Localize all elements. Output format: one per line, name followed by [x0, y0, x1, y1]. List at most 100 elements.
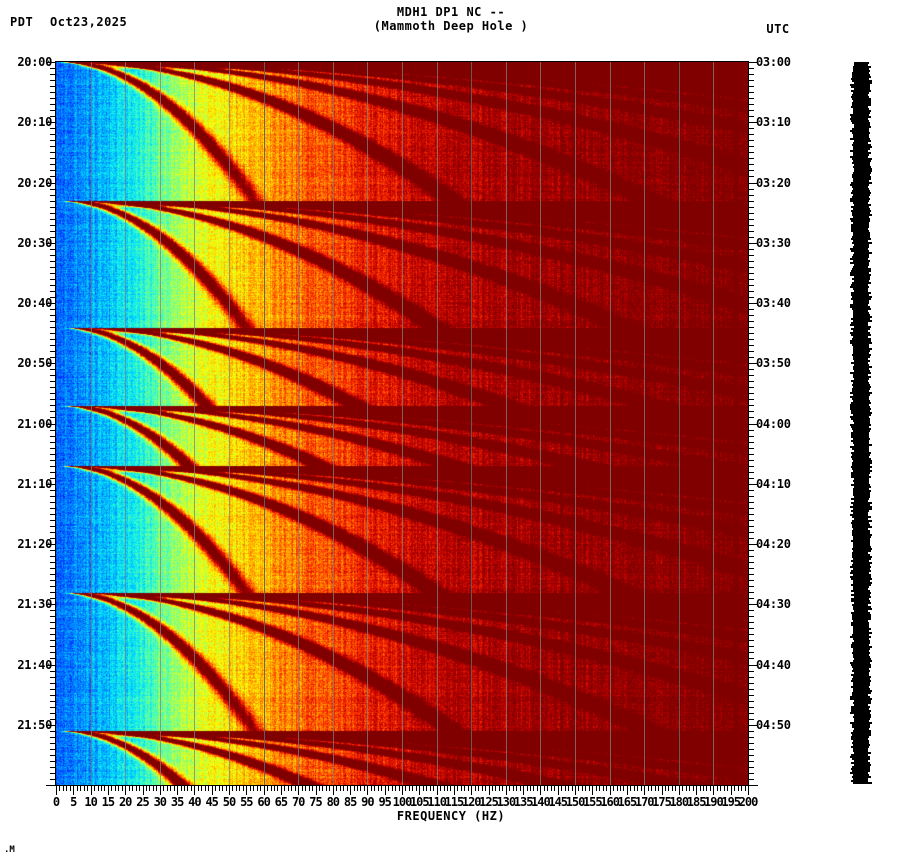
trace-row	[852, 76, 871, 78]
trace-row	[853, 330, 868, 332]
trace-row	[851, 116, 871, 118]
time-tick-minor-left	[50, 417, 56, 418]
time-tick-minor-right	[748, 466, 754, 467]
trace-row	[853, 178, 871, 180]
time-tick-minor-right	[748, 562, 754, 563]
gridline-50hz	[229, 62, 230, 785]
time-tick-minor-left	[50, 568, 56, 569]
trace-row	[852, 214, 872, 216]
freq-tick-minor	[637, 786, 638, 791]
trace-row	[852, 614, 871, 616]
trace-row	[853, 232, 870, 234]
trace-row	[853, 682, 870, 684]
freq-tick-major	[143, 786, 144, 795]
trace-row	[853, 528, 868, 530]
trace-row	[851, 594, 870, 596]
time-tick-minor-left	[50, 297, 56, 298]
trace-row	[853, 312, 869, 314]
time-tick-minor-left	[50, 646, 56, 647]
trace-row	[851, 334, 871, 336]
freq-tick-minor	[149, 786, 150, 791]
trace-row	[851, 584, 871, 586]
freq-tick-major	[713, 786, 714, 795]
trace-row	[854, 124, 870, 126]
freq-tick-major	[212, 786, 213, 795]
time-tick-minor-left	[50, 213, 56, 214]
time-tick-minor-left	[50, 719, 56, 720]
freq-tick-minor	[720, 786, 721, 791]
time-tick-minor-right	[748, 695, 754, 696]
freq-tick-major	[177, 786, 178, 795]
time-tick-major-left	[46, 604, 56, 605]
trace-row	[852, 186, 868, 188]
trace-row	[854, 764, 871, 766]
spectrogram-plot[interactable]	[56, 62, 748, 785]
trace-row	[851, 780, 868, 782]
freq-tick-minor	[482, 786, 483, 791]
trace-row	[850, 506, 872, 508]
freq-tick-minor	[651, 786, 652, 791]
freq-tick-major	[558, 786, 559, 795]
time-tick-minor-left	[50, 430, 56, 431]
time-tick-minor-left	[50, 490, 56, 491]
freq-tick-minor	[215, 786, 216, 791]
time-tick-minor-left	[50, 207, 56, 208]
time-tick-major-right	[748, 243, 758, 244]
time-tick-minor-right	[748, 291, 754, 292]
time-tick-minor-right	[748, 381, 754, 382]
trace-row	[851, 644, 869, 646]
time-tick-minor-left	[50, 80, 56, 81]
freq-label-75hz: 75	[309, 795, 322, 809]
freq-tick-minor	[66, 786, 67, 791]
freq-label-125hz: 125	[479, 795, 499, 809]
trace-row	[853, 234, 870, 236]
freq-tick-major	[523, 786, 524, 795]
trace-row	[853, 70, 870, 72]
timezone-right-label: UTC	[766, 22, 790, 36]
freq-tick-minor	[689, 786, 690, 791]
time-tick-minor-right	[748, 110, 754, 111]
trace-row	[852, 616, 871, 618]
trace-row	[852, 666, 871, 668]
time-tick-minor-left	[50, 532, 56, 533]
time-tick-major-right	[748, 122, 758, 123]
trace-row	[852, 94, 868, 96]
freq-tick-minor	[118, 786, 119, 791]
time-tick-minor-left	[50, 315, 56, 316]
time-tick-minor-left	[50, 375, 56, 376]
trace-row	[853, 580, 870, 582]
trace-row	[852, 128, 869, 130]
trace-row	[851, 410, 870, 412]
freq-tick-minor	[513, 786, 514, 791]
trace-row	[852, 104, 871, 106]
trace-row	[852, 552, 868, 554]
freq-tick-minor	[226, 786, 227, 791]
time-tick-minor-left	[50, 189, 56, 190]
time-tick-minor-right	[748, 737, 754, 738]
trace-row	[853, 172, 871, 174]
freq-tick-minor	[181, 786, 182, 791]
trace-row	[853, 442, 869, 444]
freq-tick-minor	[153, 786, 154, 791]
trace-row	[853, 188, 869, 190]
time-tick-minor-right	[748, 689, 754, 690]
freq-tick-minor	[156, 786, 157, 791]
trace-row	[853, 668, 869, 670]
trace-row	[853, 488, 869, 490]
trace-row	[854, 486, 871, 488]
time-tick-major-left	[46, 484, 56, 485]
freq-tick-minor	[167, 786, 168, 791]
freq-tick-minor	[239, 786, 240, 791]
time-tick-minor-right	[748, 502, 754, 503]
freq-tick-minor	[378, 786, 379, 791]
time-tick-minor-right	[748, 411, 754, 412]
trace-row	[852, 548, 872, 550]
time-tick-minor-left	[50, 683, 56, 684]
trace-row	[853, 654, 869, 656]
freq-tick-minor	[450, 786, 451, 791]
trace-row	[853, 302, 869, 304]
trace-row	[852, 758, 870, 760]
freq-label-30hz: 30	[153, 795, 167, 809]
time-tick-minor-right	[748, 622, 754, 623]
freq-tick-minor	[374, 786, 375, 791]
